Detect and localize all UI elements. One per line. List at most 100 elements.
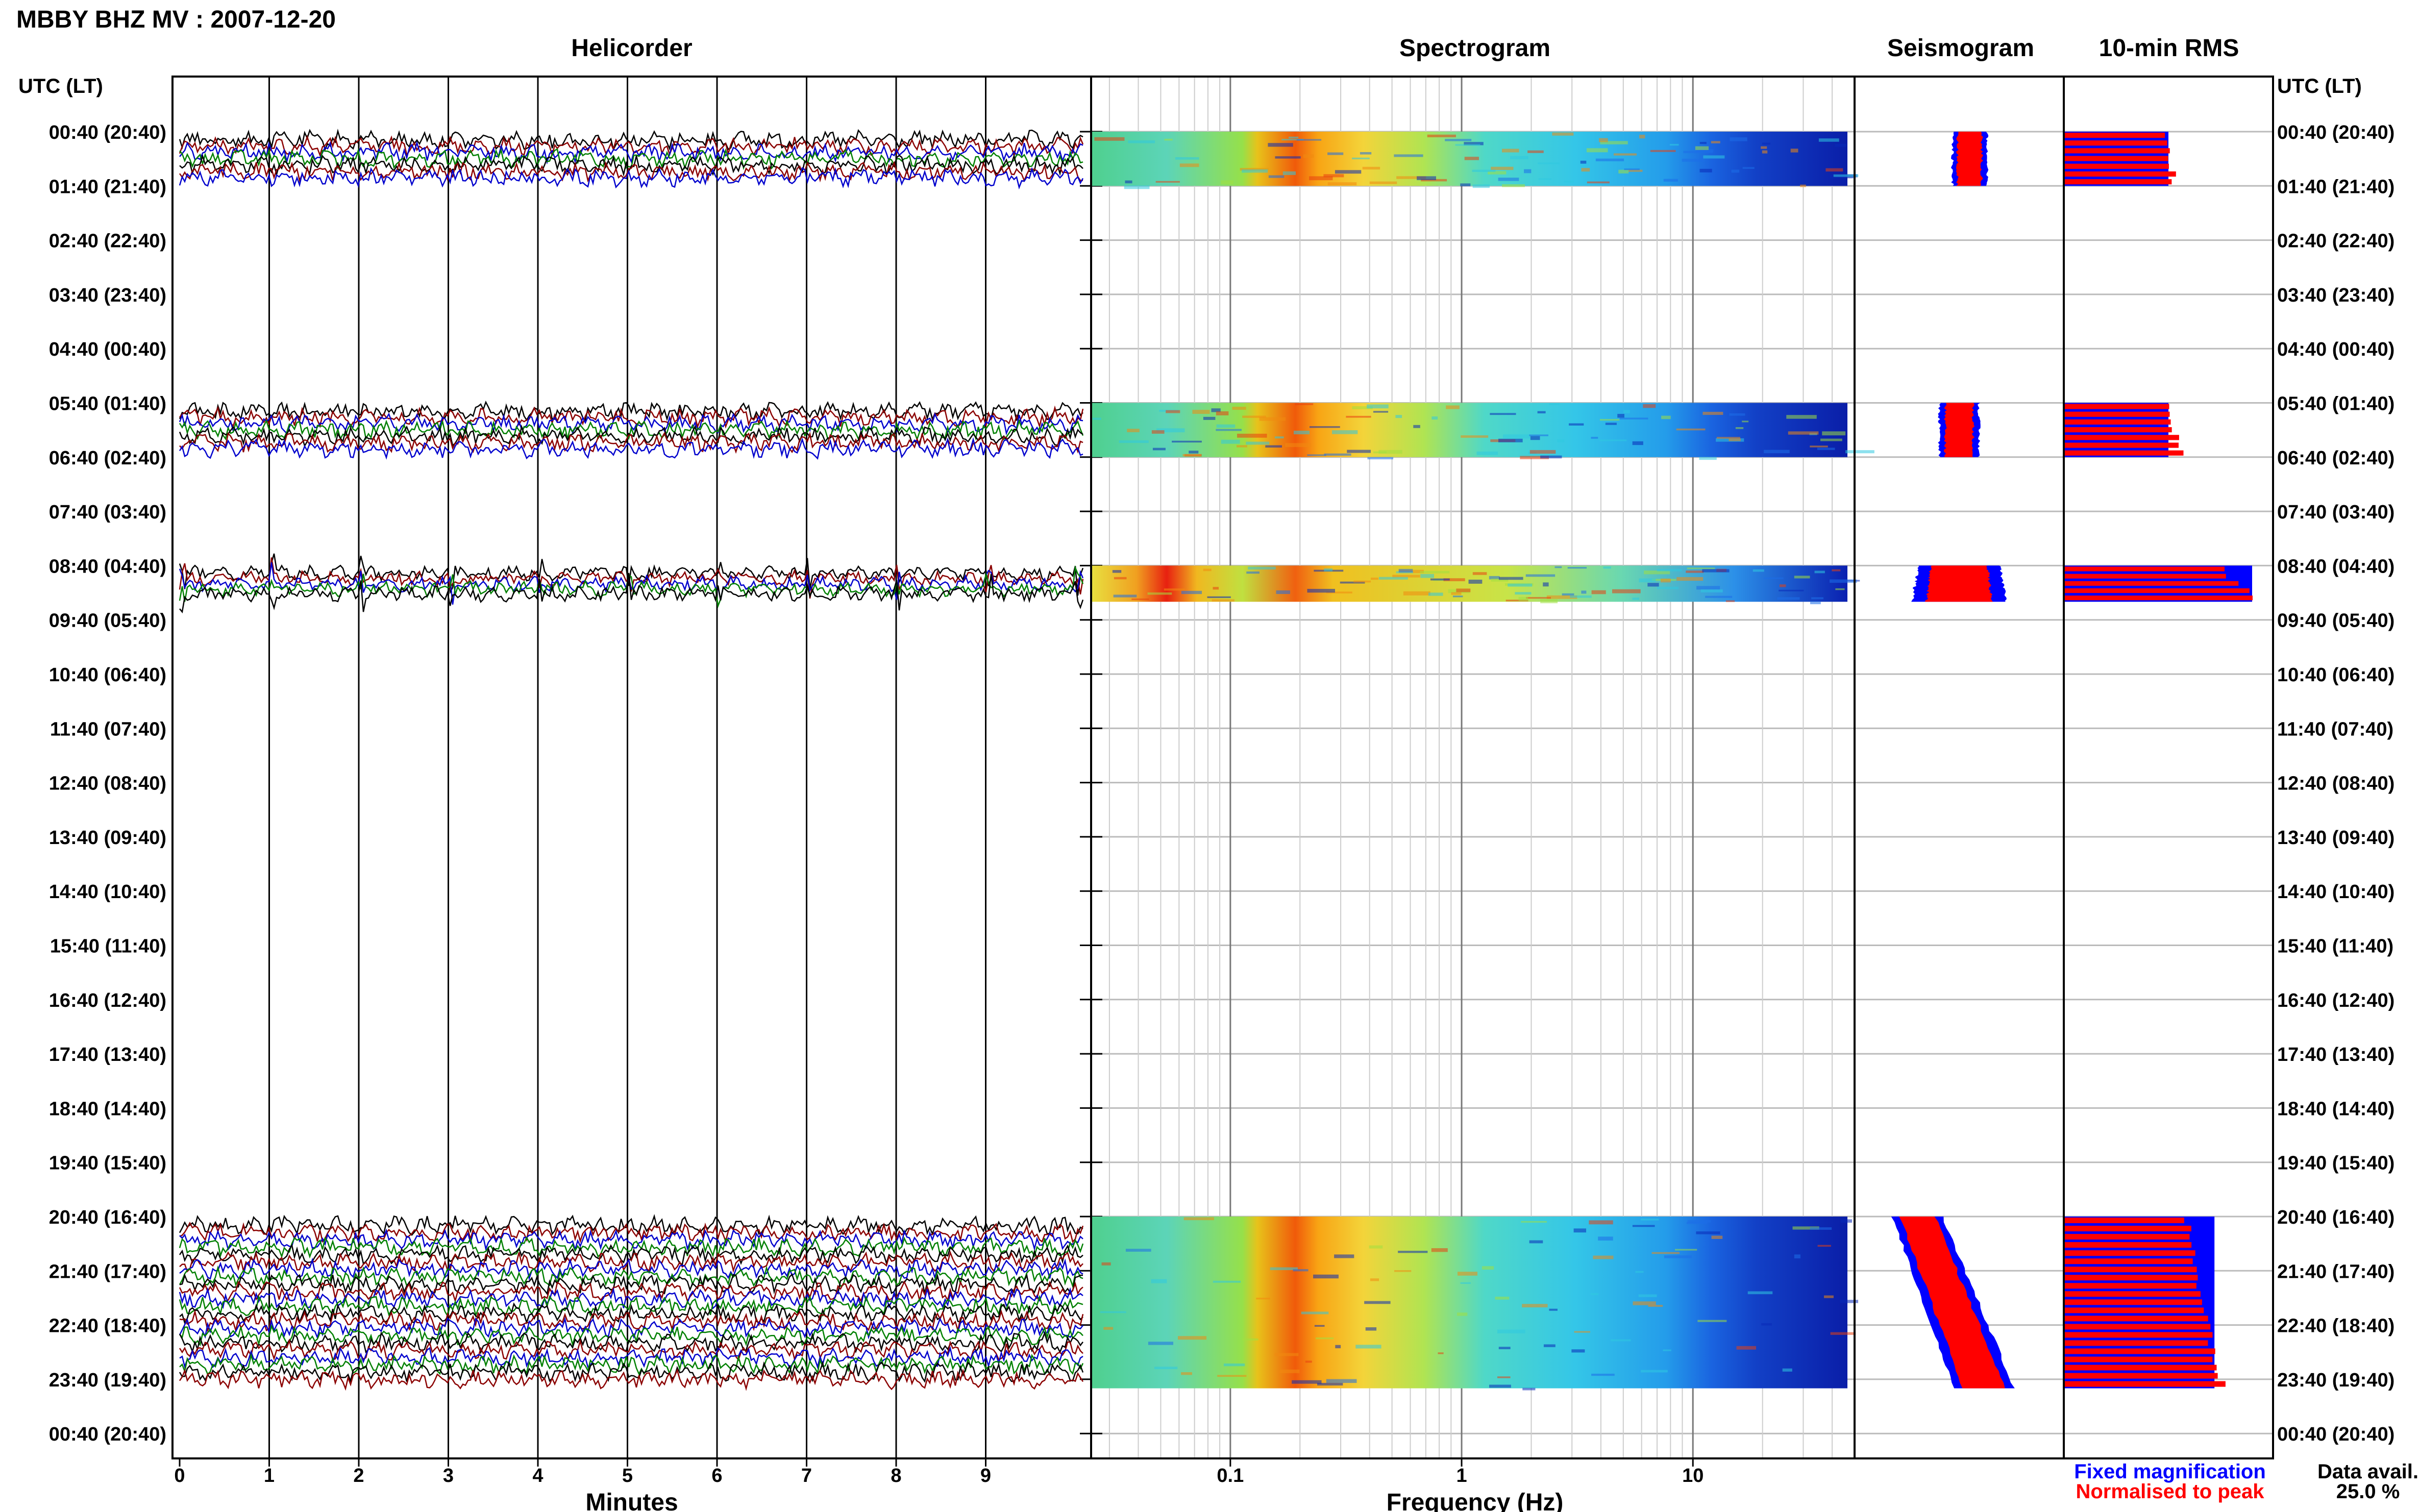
spectrogram-speckle [1835,143,1846,147]
spectrogram-speckle [1613,153,1637,156]
row-label-left: 23:40 (19:40) [49,1370,166,1391]
rms-normalised-bar [2064,156,2168,161]
rms-normalised-bar [2064,1324,2211,1330]
spectrogram-speckle [1591,590,1606,594]
spectrogram-speckle [1489,576,1500,580]
spectrogram-speckle [1543,1344,1556,1347]
row-label-right: 01:40 (21:40) [2277,176,2395,197]
seismogram-normalised-band [1899,1217,2005,1389]
spectrogram-speckle [1546,595,1577,599]
spectrogram-speckle [1367,404,1389,409]
rms-normalised-bar [2064,171,2176,177]
spectrogram-speckle [1420,574,1435,578]
row-label-right: 16:40 (12:40) [2277,990,2395,1011]
spectrogram-speckle [1305,1360,1312,1363]
rms-normalised-bar [2064,1381,2226,1387]
spectrogram-speckle [1237,433,1267,438]
rms-normalised-bar [2064,1316,2208,1322]
x-tick-label: 0 [174,1465,185,1486]
row-label-right: 10:40 (06:40) [2277,664,2395,686]
spectrogram-speckle [1175,157,1199,160]
rms-normalised-bar [2064,1218,2184,1224]
spectrogram-speckle [1762,142,1771,145]
spectrogram-speckle [1378,450,1402,454]
row-label-right: 04:40 (00:40) [2277,339,2395,360]
row-label-right: 18:40 (14:40) [2277,1098,2395,1120]
spectrogram-speckle [1529,1240,1543,1244]
spectrogram-speckle [1395,415,1402,418]
helicorder-trace [179,437,1083,460]
spectrogram-speckle [1716,437,1740,439]
helicorder-traces [179,129,1084,1391]
spectrogram-speckle [1624,168,1640,170]
spectrogram-speckle [1687,1220,1711,1223]
row-label-right: 13:40 (09:40) [2277,827,2395,849]
row-label-left: 02:40 (22:40) [49,231,166,252]
spectrogram-speckle [1166,410,1180,413]
spectrogram-speckle [1573,1228,1587,1233]
spectrogram-speckle [1811,597,1824,600]
rms-normalised-bar [2064,133,2165,138]
spectrogram-speckle [1498,438,1523,442]
seismogram-normalised-band [1956,132,1984,186]
spectrogram-speckle [1265,445,1282,448]
spectrogram-speckle [1818,138,1839,142]
spectrogram-speckle [1314,1325,1325,1327]
rms-normalised-bar [2064,140,2167,146]
spectrogram-speckle [1240,168,1269,171]
spectrogram-speckle [1151,1279,1167,1283]
spectrogram-speckle [1735,427,1744,429]
spectrogram-speckle [1792,1226,1819,1230]
rms-normalised-bar [2064,1291,2201,1297]
spectrogram-speckle [1777,597,1800,600]
row-label-right: 17:40 (13:40) [2277,1044,2395,1065]
row-label-left: 17:40 (13:40) [49,1044,166,1065]
spectrogram-speckle [1394,1270,1412,1272]
spectrogram-speckle [1761,146,1767,149]
row-label-right: 12:40 (08:40) [2277,773,2395,795]
spectrogram-speckle [1472,572,1487,575]
spectrogram-speckle [1313,1274,1339,1279]
spectrogram-speckle [1810,601,1821,605]
x-tick-label: 9 [980,1465,991,1486]
spectrogram-speckle [1293,1269,1309,1272]
spectrogram-speckle [1564,181,1574,183]
spectrogram-speckle [1648,1305,1663,1307]
spectrogram-speckle [1128,140,1155,143]
spectrogram-speckle [1580,160,1587,164]
row-label-left: 00:40 (20:40) [49,1424,166,1445]
spectrogram-speckle [1394,154,1423,157]
spectrogram-speckle [1181,590,1202,594]
rms-normalised-bar [2064,1340,2208,1346]
spectrogram-speckle [1292,1380,1322,1384]
spectrogram-speckle [1794,1254,1800,1258]
spectrogram-speckle [1725,600,1735,602]
spectrogram-speckle [1503,434,1531,439]
spectrogram-speckle [1276,590,1290,594]
spectrogram-speckle [1212,599,1235,602]
spectrogram-speckle [1664,1255,1692,1258]
helicorder-trace [179,573,1084,613]
spectrogram-speckle [1309,426,1340,428]
spectrogram-speckle [1683,151,1713,154]
helicorder-trace [179,1236,1084,1259]
spectrogram-speckle [1221,180,1233,185]
spectrogram-speckle [1335,170,1362,174]
spectrogram-speckle [1571,1349,1585,1353]
spectrogram-speckle [1752,569,1764,572]
spectrogram-speckle [1696,148,1714,152]
spectrogram-speckle [1438,1352,1444,1354]
helicorder-trace [179,1221,1084,1244]
spectrogram-speckle [1508,583,1533,587]
spectrogram-speckle [1498,1347,1511,1350]
spectrogram-speckle [1217,1375,1247,1377]
spectrogram-speckle [1334,1254,1354,1258]
spectrogram-speckle [1346,415,1371,418]
spectrogram-speckle [1697,1320,1727,1322]
spectrogram-speckle [1581,168,1590,172]
helicorder-trace [179,1265,1083,1289]
rms-normalised-bar [2064,1226,2191,1232]
row-label-left: 20:40 (16:40) [49,1207,166,1228]
spectrogram-speckle [1632,1225,1655,1227]
rms-normalised-bar [2064,435,2179,440]
